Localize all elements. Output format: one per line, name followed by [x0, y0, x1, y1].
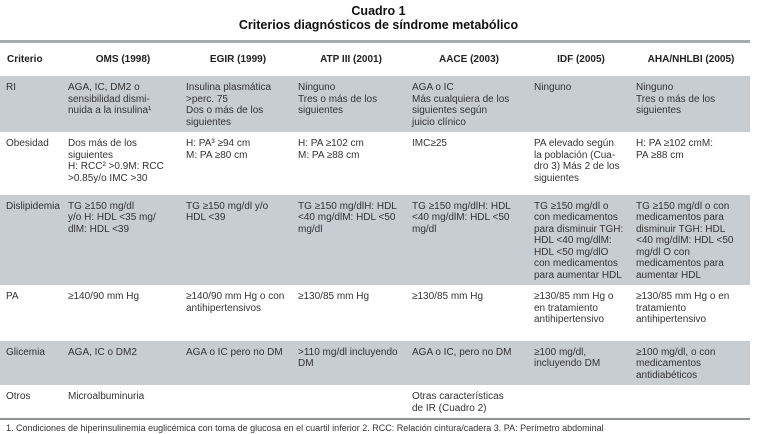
- header-row: Criterio OMS (1998) EGIR (1999) ATP III …: [0, 42, 750, 76]
- row-label: Obesidad: [6, 138, 49, 149]
- header-aace: AACE (2003): [438, 53, 500, 65]
- table-row: Glicemia AGA, IC o DM2 AGA o IC pero no DM…: [0, 340, 750, 385]
- row-label: RI: [0, 75, 64, 132]
- table-subtitle: Criterios diagnósticos de síndrome metab…: [238, 18, 519, 32]
- table-cell: ≥130/85 mm Hg o en tratamiento antihiper…: [636, 291, 730, 325]
- header-atp: ATP III (2001): [320, 53, 382, 65]
- table-cell: TG ≥150 mg/dlH: HDL <40 mg/dlM: HDL <50 …: [408, 194, 530, 285]
- table-cell: TG ≥150 mg/dl o con medicamentos para di…: [530, 194, 632, 285]
- header-egir: EGIR (1999): [209, 53, 267, 65]
- table-cell: ≥140/90 mm Hg o con antihipertensivos: [186, 291, 285, 314]
- table-cell: ≥100 mg/dl, incluyendo DM: [530, 340, 632, 385]
- table-cell: AGA, IC o DM2: [64, 340, 182, 385]
- table-row: RI AGA, IC, DM2 o sensibilidad dismi- nui…: [0, 75, 750, 132]
- table-cell: H: PA ≥102 cmM: PA ≥88 cm: [636, 138, 713, 161]
- table-cell: Microalbuminuria: [68, 391, 145, 402]
- table-cell: TG ≥150 mg/dlH: HDL <40 mg/dlM: HDL <50 …: [294, 194, 408, 285]
- table-cell: ≥100 mg/dl, o con medicamentos antidiabé…: [632, 340, 750, 385]
- criteria-table: Criterio OMS (1998) EGIR (1999) ATP III …: [0, 40, 750, 420]
- table-cell: Ninguno Tres o más de los siguientes: [294, 75, 408, 132]
- table-cell: Ninguno: [530, 75, 632, 132]
- table-cell: [530, 385, 632, 419]
- table-cell: Dos más de los siguientes H: RCC² >0.9M:…: [68, 138, 164, 184]
- table-cell: ≥130/85 mm Hg: [412, 291, 484, 302]
- table-row: PA ≥140/90 mm Hg ≥140/90 mm Hg o con antih…: [0, 285, 750, 340]
- table-cell: [632, 385, 750, 419]
- table-cell: AGA o IC, pero no DM: [408, 340, 530, 385]
- table-row: Obesidad Dos más de los siguientes H: RCC…: [0, 132, 750, 194]
- table-cell: [294, 385, 408, 419]
- table-cell: H: PA³ ≥94 cm M: PA ≥80 cm: [186, 138, 251, 161]
- row-label: PA: [6, 291, 19, 302]
- row-label: Dislipidemia: [0, 194, 64, 285]
- table-cell: >110 mg/dl incluyendo DM: [294, 340, 408, 385]
- row-label: Otros: [6, 391, 31, 402]
- table-cell: AGA, IC, DM2 o sensibilidad dismi- nuida…: [64, 75, 182, 132]
- header-aha: AHA/NHLBI (2005): [647, 53, 735, 65]
- table-cell: [182, 385, 294, 419]
- table-cell: Otras características de IR (Cuadro 2): [412, 391, 504, 414]
- table-row: Dislipidemia TG ≥150 mg/dl y/o H: HDL <35…: [0, 194, 750, 285]
- table-cell: Ninguno Tres o más de los siguientes: [632, 75, 750, 132]
- table-cell: AGA o IC Más cualquiera de los siguiente…: [408, 75, 530, 132]
- header-criterio: Criterio: [7, 53, 43, 65]
- table-title: Cuadro 1: [351, 4, 406, 18]
- header-oms: OMS (1998): [95, 53, 151, 65]
- table-cell: ≥130/85 mm Hg: [298, 291, 370, 302]
- table-row: Otros Microalbuminuria Otras característic…: [0, 385, 750, 419]
- table-cell: TG ≥150 mg/dl y/o HDL <39: [182, 194, 294, 285]
- row-label: Glicemia: [0, 340, 64, 385]
- header-idf: IDF (2005): [557, 53, 605, 65]
- table-cell: IMC≥25: [412, 138, 447, 149]
- table-cell: TG ≥150 mg/dl y/o H: HDL <35 mg/ dlM: HD…: [64, 194, 182, 285]
- table-cell: H: PA ≥102 cm M: PA ≥88 cm: [298, 138, 364, 161]
- table-cell: Insulina plasmática >perc. 75 Dos o más …: [182, 75, 294, 132]
- table-cell: ≥130/85 mm Hg o en tratamiento antihiper…: [534, 291, 614, 325]
- table-cell: TG ≥150 mg/dl o con medicamentos para di…: [632, 194, 750, 285]
- table-cell: AGA o IC pero no DM: [182, 340, 294, 385]
- table-cell: ≥140/90 mm Hg: [68, 291, 140, 302]
- footnote: 1. Condiciones de hiperinsulinemia eugli…: [6, 423, 604, 433]
- table-cell: PA elevado según la población (Cua- dro …: [534, 138, 620, 184]
